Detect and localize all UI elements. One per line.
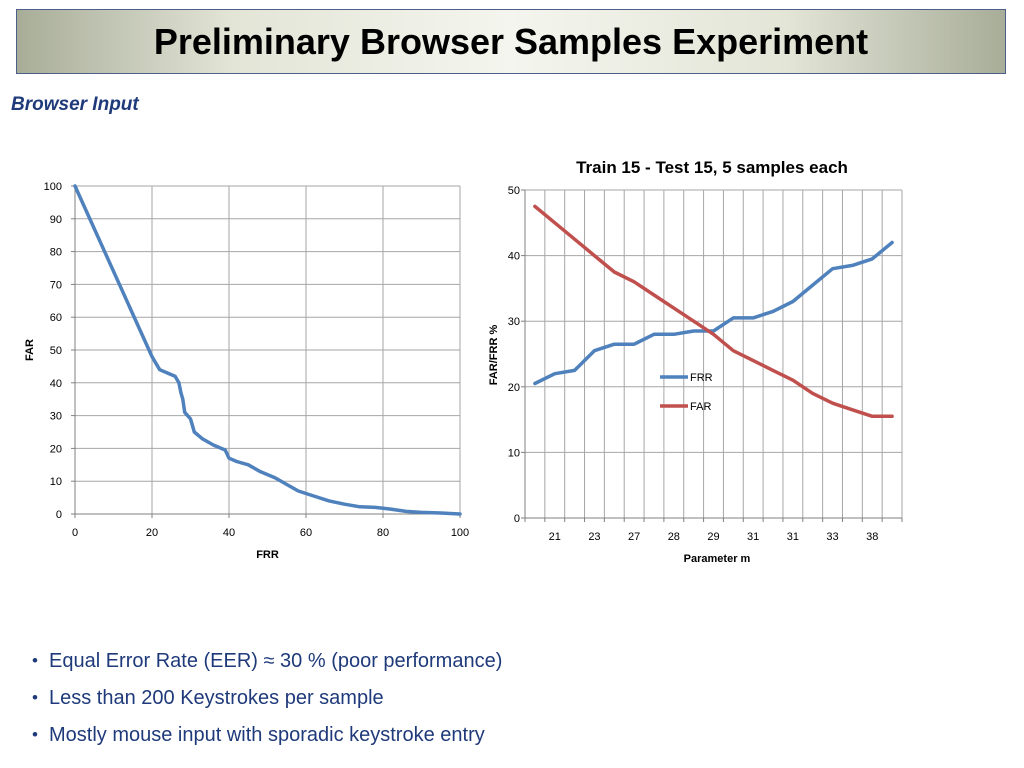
y-tick-label: 40 (508, 251, 520, 263)
far-series-line (533, 204, 894, 419)
legend-label-far: FAR (690, 401, 711, 413)
bullet-list: • Equal Error Rate (EER) ≈ 30 % (poor per… (30, 646, 502, 757)
x-tick-label: 40 (223, 527, 235, 539)
y-tick-label: 30 (508, 316, 520, 328)
frr-series-line (533, 240, 894, 386)
bullet-dot: • (32, 725, 38, 744)
y-tick-label: 10 (50, 476, 62, 488)
y-tick-label: 40 (50, 378, 62, 390)
y-tick-label: 70 (50, 279, 62, 291)
y-tick-label: 10 (508, 447, 520, 459)
y-tick-label: 60 (50, 312, 62, 324)
y-tick-label: 20 (50, 443, 62, 455)
bullet-item: • Less than 200 Keystrokes per sample (30, 683, 502, 720)
bullet-text: Less than 200 Keystrokes per sample (49, 687, 384, 709)
bullet-text: Mostly mouse input with sporadic keystro… (49, 724, 485, 746)
legend-label-frr: FRR (690, 372, 713, 384)
bullet-dot: • (32, 688, 38, 707)
slide-title: Preliminary Browser Samples Experiment (153, 20, 869, 62)
x-tick-label: 38 (866, 531, 878, 543)
y-tick-label: 0 (514, 513, 520, 525)
y-tick-label: 80 (50, 247, 62, 259)
y-tick-label: 20 (508, 382, 520, 394)
x-axis-label: Parameter m (684, 553, 751, 565)
bullet-item: • Mostly mouse input with sporadic keystr… (30, 720, 502, 757)
x-tick-label: 28 (668, 531, 680, 543)
slide-subtitle: Browser Input (11, 94, 139, 115)
x-tick-label: 21 (549, 531, 561, 543)
bullet-item: • Equal Error Rate (EER) ≈ 30 % (poor per… (30, 646, 502, 683)
y-axis-label: FAR/FRR % (488, 325, 500, 386)
x-tick-label: 0 (72, 527, 78, 539)
x-tick-label: 80 (377, 527, 389, 539)
x-tick-label: 60 (300, 527, 312, 539)
x-tick-label: 31 (787, 531, 799, 543)
y-tick-label: 50 (508, 185, 520, 197)
x-tick-label: 100 (451, 527, 469, 539)
x-axis-label: FRR (256, 549, 279, 561)
bullet-text: Equal Error Rate (EER) ≈ 30 % (poor perf… (49, 650, 503, 672)
x-tick-label: 20 (146, 527, 158, 539)
title-bar: Preliminary Browser Samples Experiment (16, 9, 1006, 74)
y-tick-label: 100 (44, 181, 62, 193)
bullet-dot: • (32, 651, 38, 670)
x-tick-label: 31 (747, 531, 759, 543)
y-axis-label: FAR (24, 339, 36, 361)
chart-title: Train 15 - Test 15, 5 samples each (576, 158, 848, 177)
x-tick-label: 29 (707, 531, 719, 543)
y-tick-label: 30 (50, 411, 62, 423)
roc-series-line (73, 184, 462, 516)
y-tick-label: 0 (56, 509, 62, 521)
x-tick-label: 23 (588, 531, 600, 543)
x-tick-label: 27 (628, 531, 640, 543)
y-tick-label: 50 (50, 345, 62, 357)
y-tick-label: 90 (50, 214, 62, 226)
x-tick-label: 33 (826, 531, 838, 543)
